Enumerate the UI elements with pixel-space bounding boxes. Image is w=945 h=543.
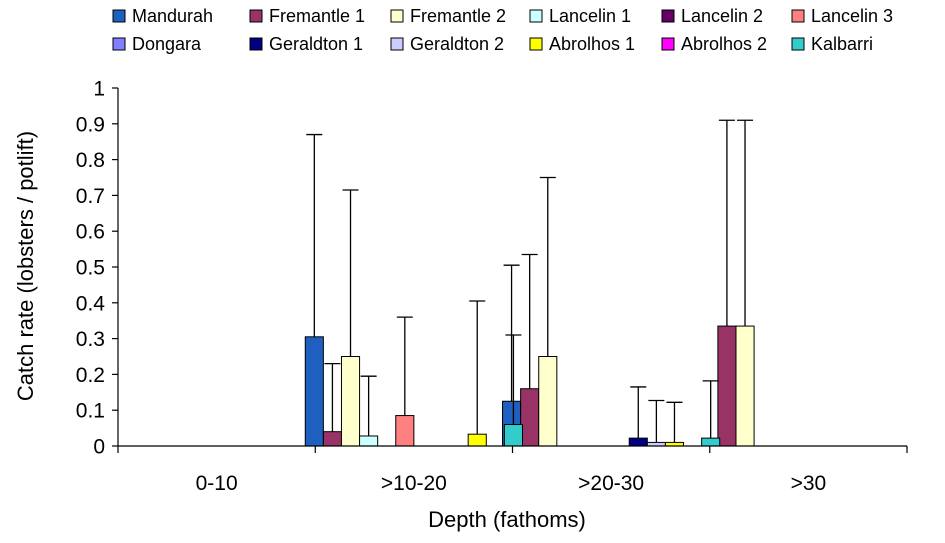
legend-item-lancelin-1: Lancelin 1 [529, 6, 631, 26]
y-tick-label: 0.1 [76, 400, 105, 423]
axes: 0 0.1 0.2 0.3 0.4 0.5 0.6 0.7 0.8 0.9 1 0-10 >10-20 >… [76, 78, 908, 495]
legend-item-abrolhos-1: Abrolhos 1 [529, 34, 635, 54]
bar-mandurah-10-20 [304, 336, 324, 447]
error-bars [306, 119, 754, 443]
legend-item-fremantle-1: Fremantle 1 [249, 6, 365, 26]
legend-swatch [529, 37, 543, 51]
legend-label: Abrolhos 1 [549, 34, 635, 54]
bar-fremantle-1-20-30 [520, 388, 540, 447]
bar-fremantle-2-30 [735, 325, 755, 447]
legend-swatch [112, 37, 126, 51]
bar-fremantle-1-30 [717, 325, 737, 447]
y-tick-label: 0.9 [76, 113, 105, 136]
legend-swatch [249, 9, 263, 23]
y-tick-label: 0.6 [76, 221, 105, 244]
bar-kalbarri-20-30 [701, 437, 721, 447]
x-tick-label: >30 [791, 472, 827, 495]
legend-swatch [112, 9, 126, 23]
legend-swatch [661, 37, 675, 51]
bar-abrolhos-1-10-20 [467, 433, 487, 447]
y-tick-label: 0.7 [76, 185, 105, 208]
x-axis-title: Depth (fathoms) [428, 507, 586, 532]
legend-item-lancelin-3: Lancelin 3 [791, 6, 893, 26]
legend-item-lancelin-2: Lancelin 2 [661, 6, 763, 26]
legend: Mandurah Fremantle 1 Fremantle 2 Lancelin 1… [112, 6, 893, 54]
bars [304, 325, 755, 447]
legend-swatch [661, 9, 675, 23]
legend-item-geraldton-2: Geraldton 2 [390, 34, 504, 54]
x-tick-label: 0-10 [196, 472, 238, 495]
legend-label: Kalbarri [811, 34, 873, 54]
legend-swatch [390, 37, 404, 51]
y-tick-label: 1 [93, 78, 105, 101]
y-tick-label: 0.5 [76, 257, 105, 280]
y-tick-label: 0.8 [76, 149, 105, 172]
legend-item-kalbarri: Kalbarri [791, 34, 873, 54]
y-tick-label: 0.2 [76, 364, 105, 387]
legend-label: Lancelin 3 [811, 6, 893, 26]
bar-kalbarri-10-20 [503, 424, 523, 447]
legend-label: Lancelin 1 [549, 6, 631, 26]
legend-label: Mandurah [132, 6, 213, 26]
legend-item-mandurah: Mandurah [112, 6, 213, 26]
legend-item-dongara: Dongara [112, 34, 202, 54]
x-tick-label: >10-20 [381, 472, 447, 495]
legend-label: Geraldton 2 [410, 34, 504, 54]
legend-label: Fremantle 1 [269, 6, 365, 26]
legend-label: Abrolhos 2 [681, 34, 767, 54]
legend-label: Geraldton 1 [269, 34, 363, 54]
bar-fremantle-2-10-20 [340, 356, 361, 447]
y-tick-label: 0 [93, 436, 105, 459]
y-tick-label: 0.3 [76, 328, 105, 351]
legend-swatch [249, 37, 263, 51]
bar-geraldton-1-20-30 [628, 437, 648, 447]
legend-swatch [390, 9, 404, 23]
legend-item-geraldton-1: Geraldton 1 [249, 34, 363, 54]
bar-fremantle-2-20-30 [538, 356, 558, 447]
bar-lancelin-3-10-20 [395, 415, 415, 447]
legend-label: Dongara [132, 34, 202, 54]
legend-swatch [791, 9, 805, 23]
y-tick-label: 0.4 [76, 292, 106, 315]
y-axis-title: Catch rate (lobsters / potlift) [13, 131, 38, 401]
legend-swatch [791, 37, 805, 51]
x-tick-label: >20-30 [578, 472, 644, 495]
bar-lancelin-1-10-20 [359, 435, 379, 447]
legend-label: Lancelin 2 [681, 6, 763, 26]
legend-label: Fremantle 2 [410, 6, 506, 26]
legend-item-abrolhos-2: Abrolhos 2 [661, 34, 767, 54]
legend-item-fremantle-2: Fremantle 2 [390, 6, 506, 26]
bar-fremantle-1-10-20 [322, 431, 342, 447]
legend-swatch [529, 9, 543, 23]
